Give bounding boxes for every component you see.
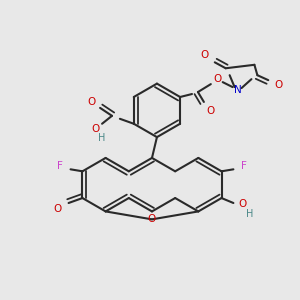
Text: O: O [54,204,62,214]
Text: O: O [238,199,246,209]
Text: O: O [87,97,95,107]
Text: H: H [246,209,253,219]
Text: O: O [207,106,215,116]
Text: F: F [57,161,63,171]
Text: O: O [148,214,156,224]
Text: O: O [201,50,209,60]
Text: H: H [98,133,106,142]
Text: O: O [274,80,282,90]
Text: O: O [214,74,222,84]
Text: N: N [234,85,242,95]
Text: O: O [91,124,99,134]
Text: F: F [242,161,247,171]
